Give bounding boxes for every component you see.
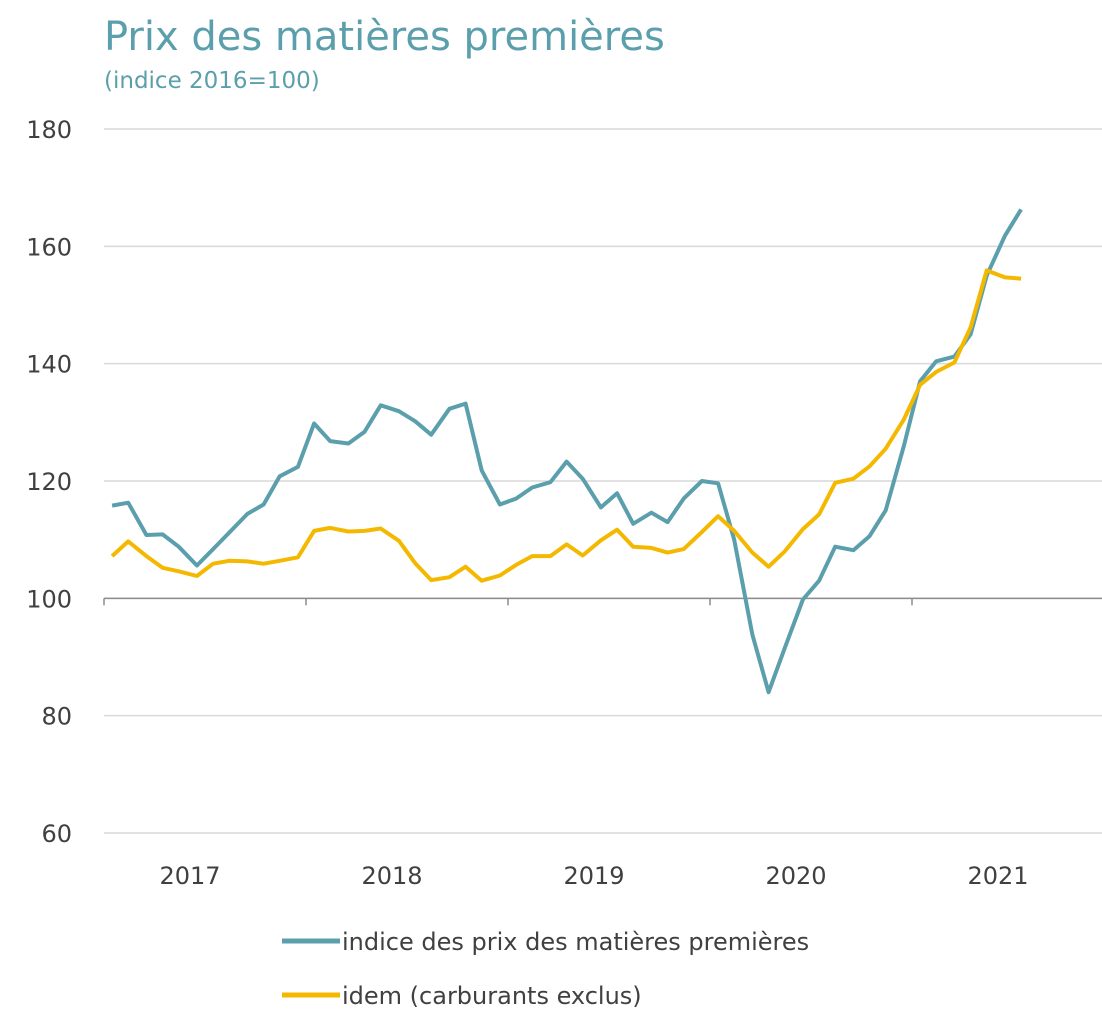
y-tick-label: 60 xyxy=(41,820,72,848)
legend-label: idem (carburants exclus) xyxy=(342,982,642,1010)
chart-subtitle: (indice 2016=100) xyxy=(104,68,320,94)
x-tick-label: 2017 xyxy=(159,862,220,890)
data-line xyxy=(111,208,1023,695)
y-tick-label: 80 xyxy=(41,703,72,731)
y-tick-label: 140 xyxy=(26,351,72,379)
legend-label: indice des prix des matières premières xyxy=(342,928,809,956)
chart-title: Prix des matières premières xyxy=(104,14,665,60)
x-tick-label: 2021 xyxy=(967,862,1028,890)
y-tick-label: 120 xyxy=(26,468,72,496)
y-tick-label: 160 xyxy=(26,233,72,261)
y-tick-label: 100 xyxy=(26,585,72,613)
x-tick-label: 2020 xyxy=(765,862,826,890)
y-tick-label: 180 xyxy=(26,116,72,144)
data-line xyxy=(110,268,1022,583)
x-tick-label: 2018 xyxy=(361,862,422,890)
x-tick-label: 2019 xyxy=(563,862,624,890)
